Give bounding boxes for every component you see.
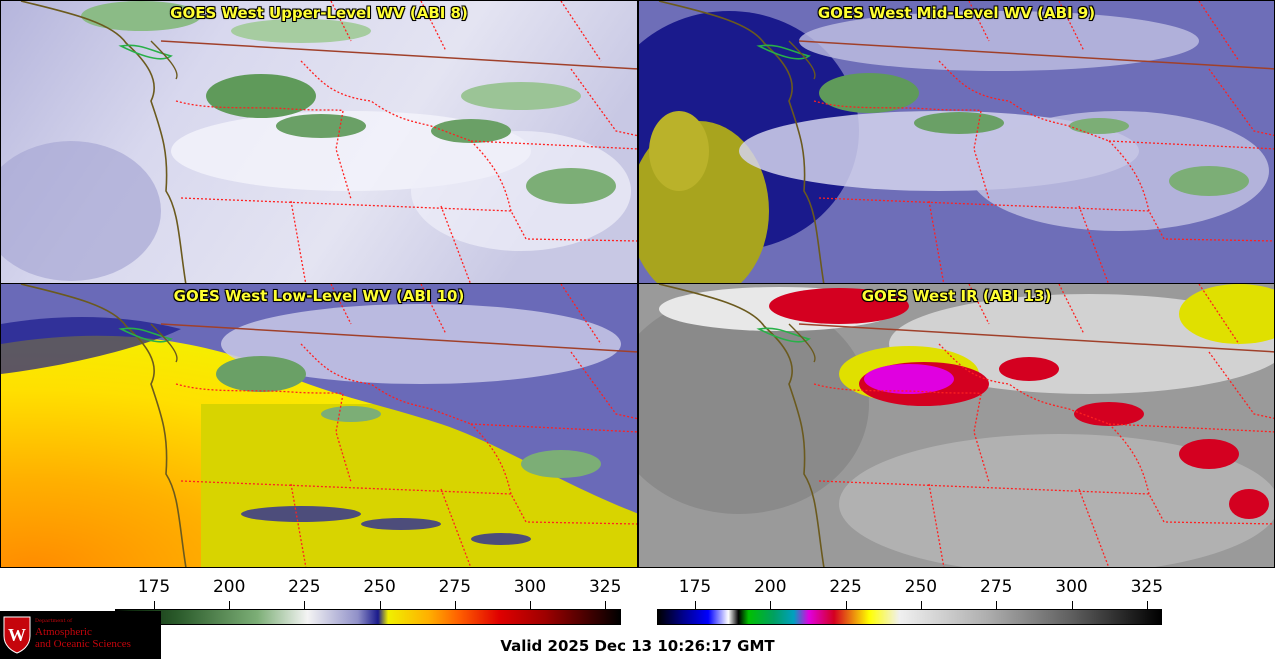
uw-crest-icon: W [3,616,31,654]
panel-title: GOES West IR (ABI 13) [861,287,1052,305]
mid-level-wv-panel: GOES West Mid-Level WV (ABI 9) [638,0,1275,284]
wv-tick-mark [454,601,456,609]
ir-tick-label: 175 [678,577,712,597]
ir-tick-mark [1071,601,1073,609]
ir-image [639,284,1274,567]
wv-tick-label: 175 [137,577,171,597]
logo-dept-text: Department of [35,618,72,624]
wv-tick-mark [379,601,381,609]
ir-tick-mark [845,601,847,609]
ir-colorbar [657,609,1162,625]
wv-tick-label: 325 [588,577,622,597]
aos-logo: W Department of Atmospheric and Oceanic … [0,611,161,659]
wv-tick-label: 250 [363,577,396,597]
ir-tick-mark [770,601,772,609]
wv-tick-mark [229,601,231,609]
ir-panel: GOES West IR (ABI 13) [638,283,1275,568]
ir-tick-label: 325 [1130,577,1164,597]
ir-tick-label: 225 [829,577,862,597]
low-level-wv-image [1,284,637,567]
logo-line-2: and Oceanic Sciences [35,638,131,650]
wv-tick-mark [605,601,607,609]
wv-tick-mark [530,601,531,609]
wv-tick-label: 275 [438,577,472,597]
ir-tick-label: 250 [904,577,938,597]
upper-level-wv-panel: GOES West Upper-Level WV (ABI 8) [0,0,638,284]
wv-colorbar [115,609,621,625]
ir-tick-mark [920,601,922,609]
wv-tick-label: 225 [288,577,321,597]
ir-tick-mark [695,601,696,609]
wv-tick-mark [304,601,306,609]
logo-line-1: Atmospheric [35,626,92,638]
wv-tick-mark [154,601,155,609]
ir-tick-label: 275 [979,577,1013,597]
panel-title: GOES West Upper-Level WV (ABI 8) [170,4,468,22]
wv-tick-label: 200 [212,577,246,597]
wv-tick-label: 300 [513,577,547,597]
ir-tick-label: 200 [754,577,787,597]
low-level-wv-panel: GOES West Low-Level WV (ABI 10) [0,283,638,568]
ir-tick-mark [1146,601,1148,609]
upper-level-wv-image [1,1,637,283]
panel-title: GOES West Low-Level WV (ABI 10) [173,287,465,305]
valid-time: Valid 2025 Dec 13 10:26:17 GMT [500,637,775,655]
panel-title: GOES West Mid-Level WV (ABI 9) [817,4,1096,22]
mid-level-wv-image [639,1,1274,283]
uw-crest-letter: W [8,625,26,645]
ir-tick-label: 300 [1055,577,1088,597]
ir-tick-mark [996,601,998,609]
